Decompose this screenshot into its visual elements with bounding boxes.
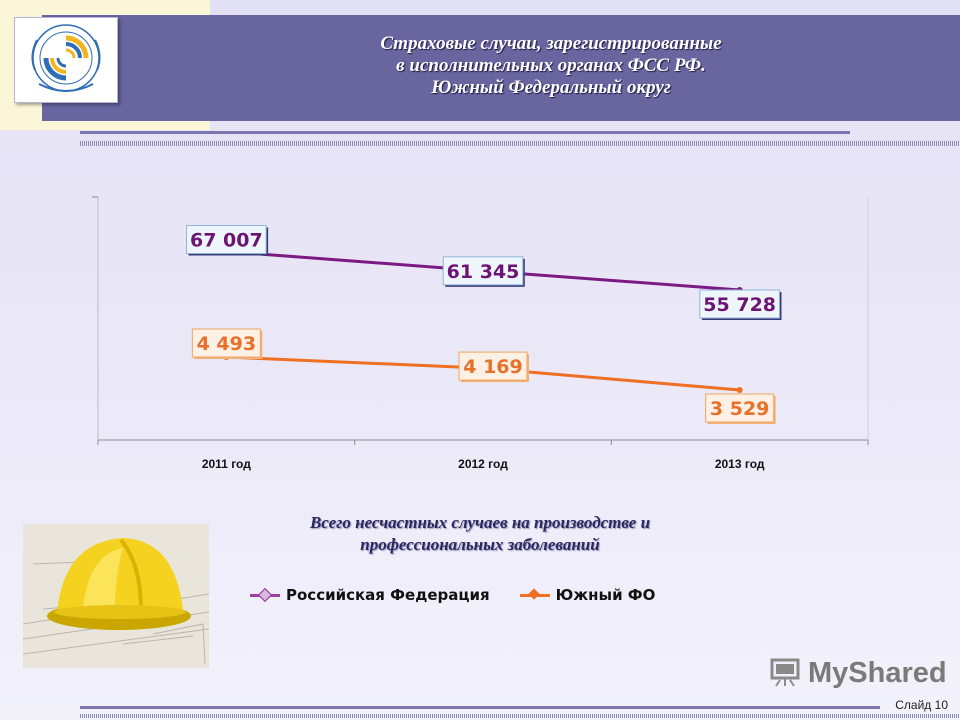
chart-title-line: Всего несчастных случаев на производстве… bbox=[309, 513, 651, 532]
dotted-divider bbox=[80, 141, 960, 146]
data-label-box bbox=[442, 256, 524, 286]
slide-title-line: Страховые случаи, зарегистрированные bbox=[380, 33, 722, 54]
chart-title-line: профессиональных заболеваний bbox=[360, 535, 600, 554]
data-label: 55 728 bbox=[703, 294, 776, 316]
data-labels: 4 493 4 169 3 529 bbox=[191, 328, 776, 424]
footer-dotted-divider bbox=[80, 714, 960, 718]
data-point bbox=[736, 387, 743, 393]
slide-title: Страховые случаи, зарегистрированные в и… bbox=[162, 33, 940, 99]
data-label-box bbox=[705, 393, 775, 423]
data-label-box bbox=[191, 328, 261, 358]
chart-legend: Российская Федерация Южный ФО bbox=[250, 584, 655, 606]
data-label-box bbox=[458, 351, 528, 381]
x-tick-label: 2012 год bbox=[458, 457, 508, 471]
chart-title: Всего несчастных случаев на производстве… bbox=[230, 512, 730, 556]
watermark-text: MyShared bbox=[808, 656, 947, 689]
hard-hat-blueprints-image bbox=[23, 524, 209, 668]
data-label: 67 007 bbox=[190, 230, 263, 252]
data-label: 3 529 bbox=[710, 398, 770, 420]
slide-title-line: в исполнительных органах ФСС РФ. bbox=[396, 55, 706, 76]
x-tick-label: 2011 год bbox=[202, 457, 251, 471]
header-bar: Страховые случаи, зарегистрированные в и… bbox=[42, 15, 960, 121]
slide-number: Слайд 10 bbox=[895, 698, 948, 712]
data-label-box bbox=[699, 289, 780, 319]
slide-label: Слайд bbox=[895, 698, 932, 712]
legend-label-ufo: Южный ФО bbox=[555, 586, 656, 604]
slide-number-value: 10 bbox=[934, 698, 948, 712]
data-label: 4 493 bbox=[197, 333, 257, 355]
legend-label-rf: Российская Федерация bbox=[286, 586, 490, 604]
slide-title-line: Южный Федеральный округ bbox=[431, 77, 671, 98]
header-divider bbox=[80, 131, 850, 134]
data-label: 4 169 bbox=[463, 356, 523, 378]
x-tick-label: 2013 год bbox=[715, 457, 765, 471]
presentation-icon bbox=[770, 658, 800, 687]
legend-item-rf: Российская Федерация bbox=[250, 586, 490, 604]
data-label: 61 345 bbox=[447, 261, 520, 283]
legend-item-ufo: Южный ФО bbox=[519, 586, 656, 604]
watermark: MyShared bbox=[770, 656, 947, 690]
legend-marker-rf-icon bbox=[250, 587, 280, 603]
data-labels: 67 007 61 345 55 728 bbox=[186, 225, 782, 320]
data-label-box bbox=[186, 225, 267, 254]
fss-emblem-icon bbox=[14, 17, 118, 103]
footer-divider bbox=[80, 706, 880, 709]
legend-marker-ufo-icon bbox=[519, 588, 550, 602]
